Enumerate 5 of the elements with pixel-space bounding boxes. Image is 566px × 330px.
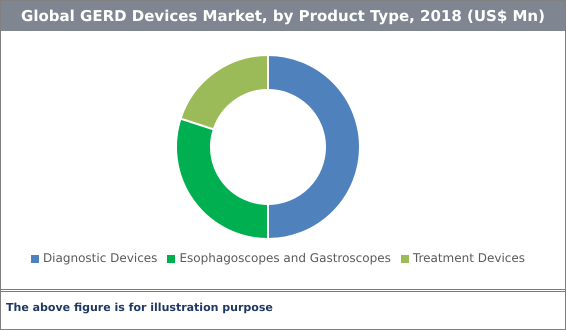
legend-label: Diagnostic Devices [42, 251, 158, 265]
legend-label: Treatment Devices [412, 251, 526, 265]
legend-label: Esophagoscopes and Gastroscopes [179, 251, 391, 265]
text: The above figure is for illustration purpose [6, 301, 273, 314]
chart-title: Global GERD Devices Market, by Product Type, 2018 (US$ Mn) [1, 1, 565, 31]
